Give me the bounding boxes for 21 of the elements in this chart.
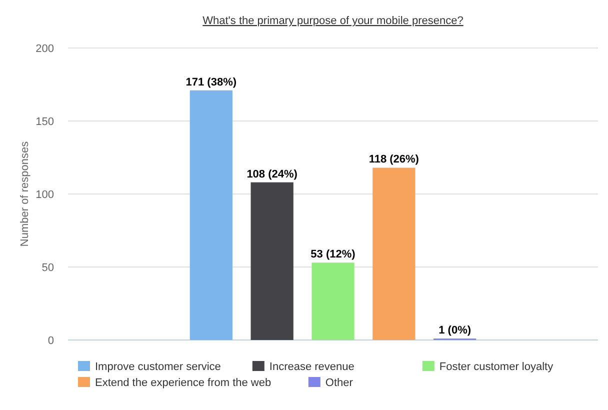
bar — [372, 168, 416, 340]
legend-label: Other — [325, 377, 354, 389]
y-tick-label: 0 — [48, 335, 54, 347]
data-label: 1 (0%) — [438, 324, 472, 337]
chart-title: What's the primary purpose of your mobile presence? — [202, 15, 464, 27]
legend-label: Foster customer loyalty — [439, 361, 554, 373]
y-tick-label: 50 — [42, 262, 54, 274]
y-tick-label: 150 — [36, 116, 54, 128]
y-axis-title: Number of responses — [19, 140, 31, 247]
data-label: 118 (26%) — [368, 154, 420, 166]
data-label: 53 (12%) — [310, 248, 356, 261]
data-label: 171 (38%) — [186, 76, 237, 88]
legend-label: Improve customer service — [95, 361, 221, 373]
bar — [312, 262, 354, 340]
y-tick-label: 100 — [36, 189, 54, 201]
legend-label: Increase revenue — [269, 361, 354, 373]
bar — [250, 182, 294, 340]
data-label: 108 (24%) — [246, 168, 298, 180]
y-tick-label: 200 — [36, 43, 54, 55]
legend-label: Extend the experience from the web — [95, 377, 272, 389]
bar — [190, 90, 232, 340]
